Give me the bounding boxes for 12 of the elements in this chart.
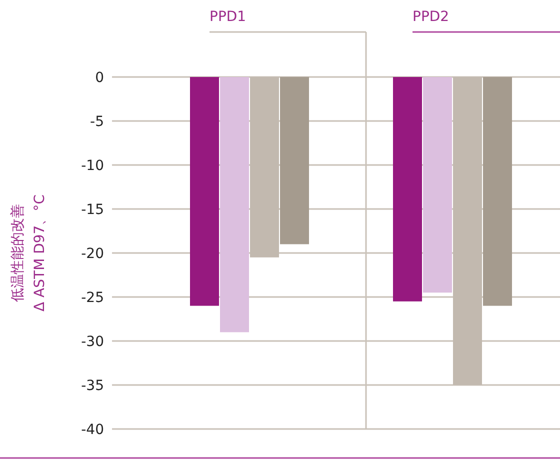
- x-tick-label: PPD2: [412, 9, 450, 25]
- y-axis-title: 低温性能的改善 Δ ASTM D97、°C: [9, 194, 48, 312]
- y-tick-label: -5: [90, 114, 104, 130]
- y-tick-label: -35: [81, 378, 104, 394]
- x-tick-label: PPD1: [210, 9, 246, 25]
- y-tick-label: -10: [81, 158, 104, 174]
- y-tick-label: -25: [81, 290, 104, 306]
- y-tick-label: -40: [81, 422, 104, 438]
- y-tick-label: -30: [81, 334, 104, 350]
- y-tick-label: 0: [95, 70, 104, 86]
- y-tick-label: -20: [81, 246, 104, 262]
- y-tick-label: -15: [81, 202, 104, 218]
